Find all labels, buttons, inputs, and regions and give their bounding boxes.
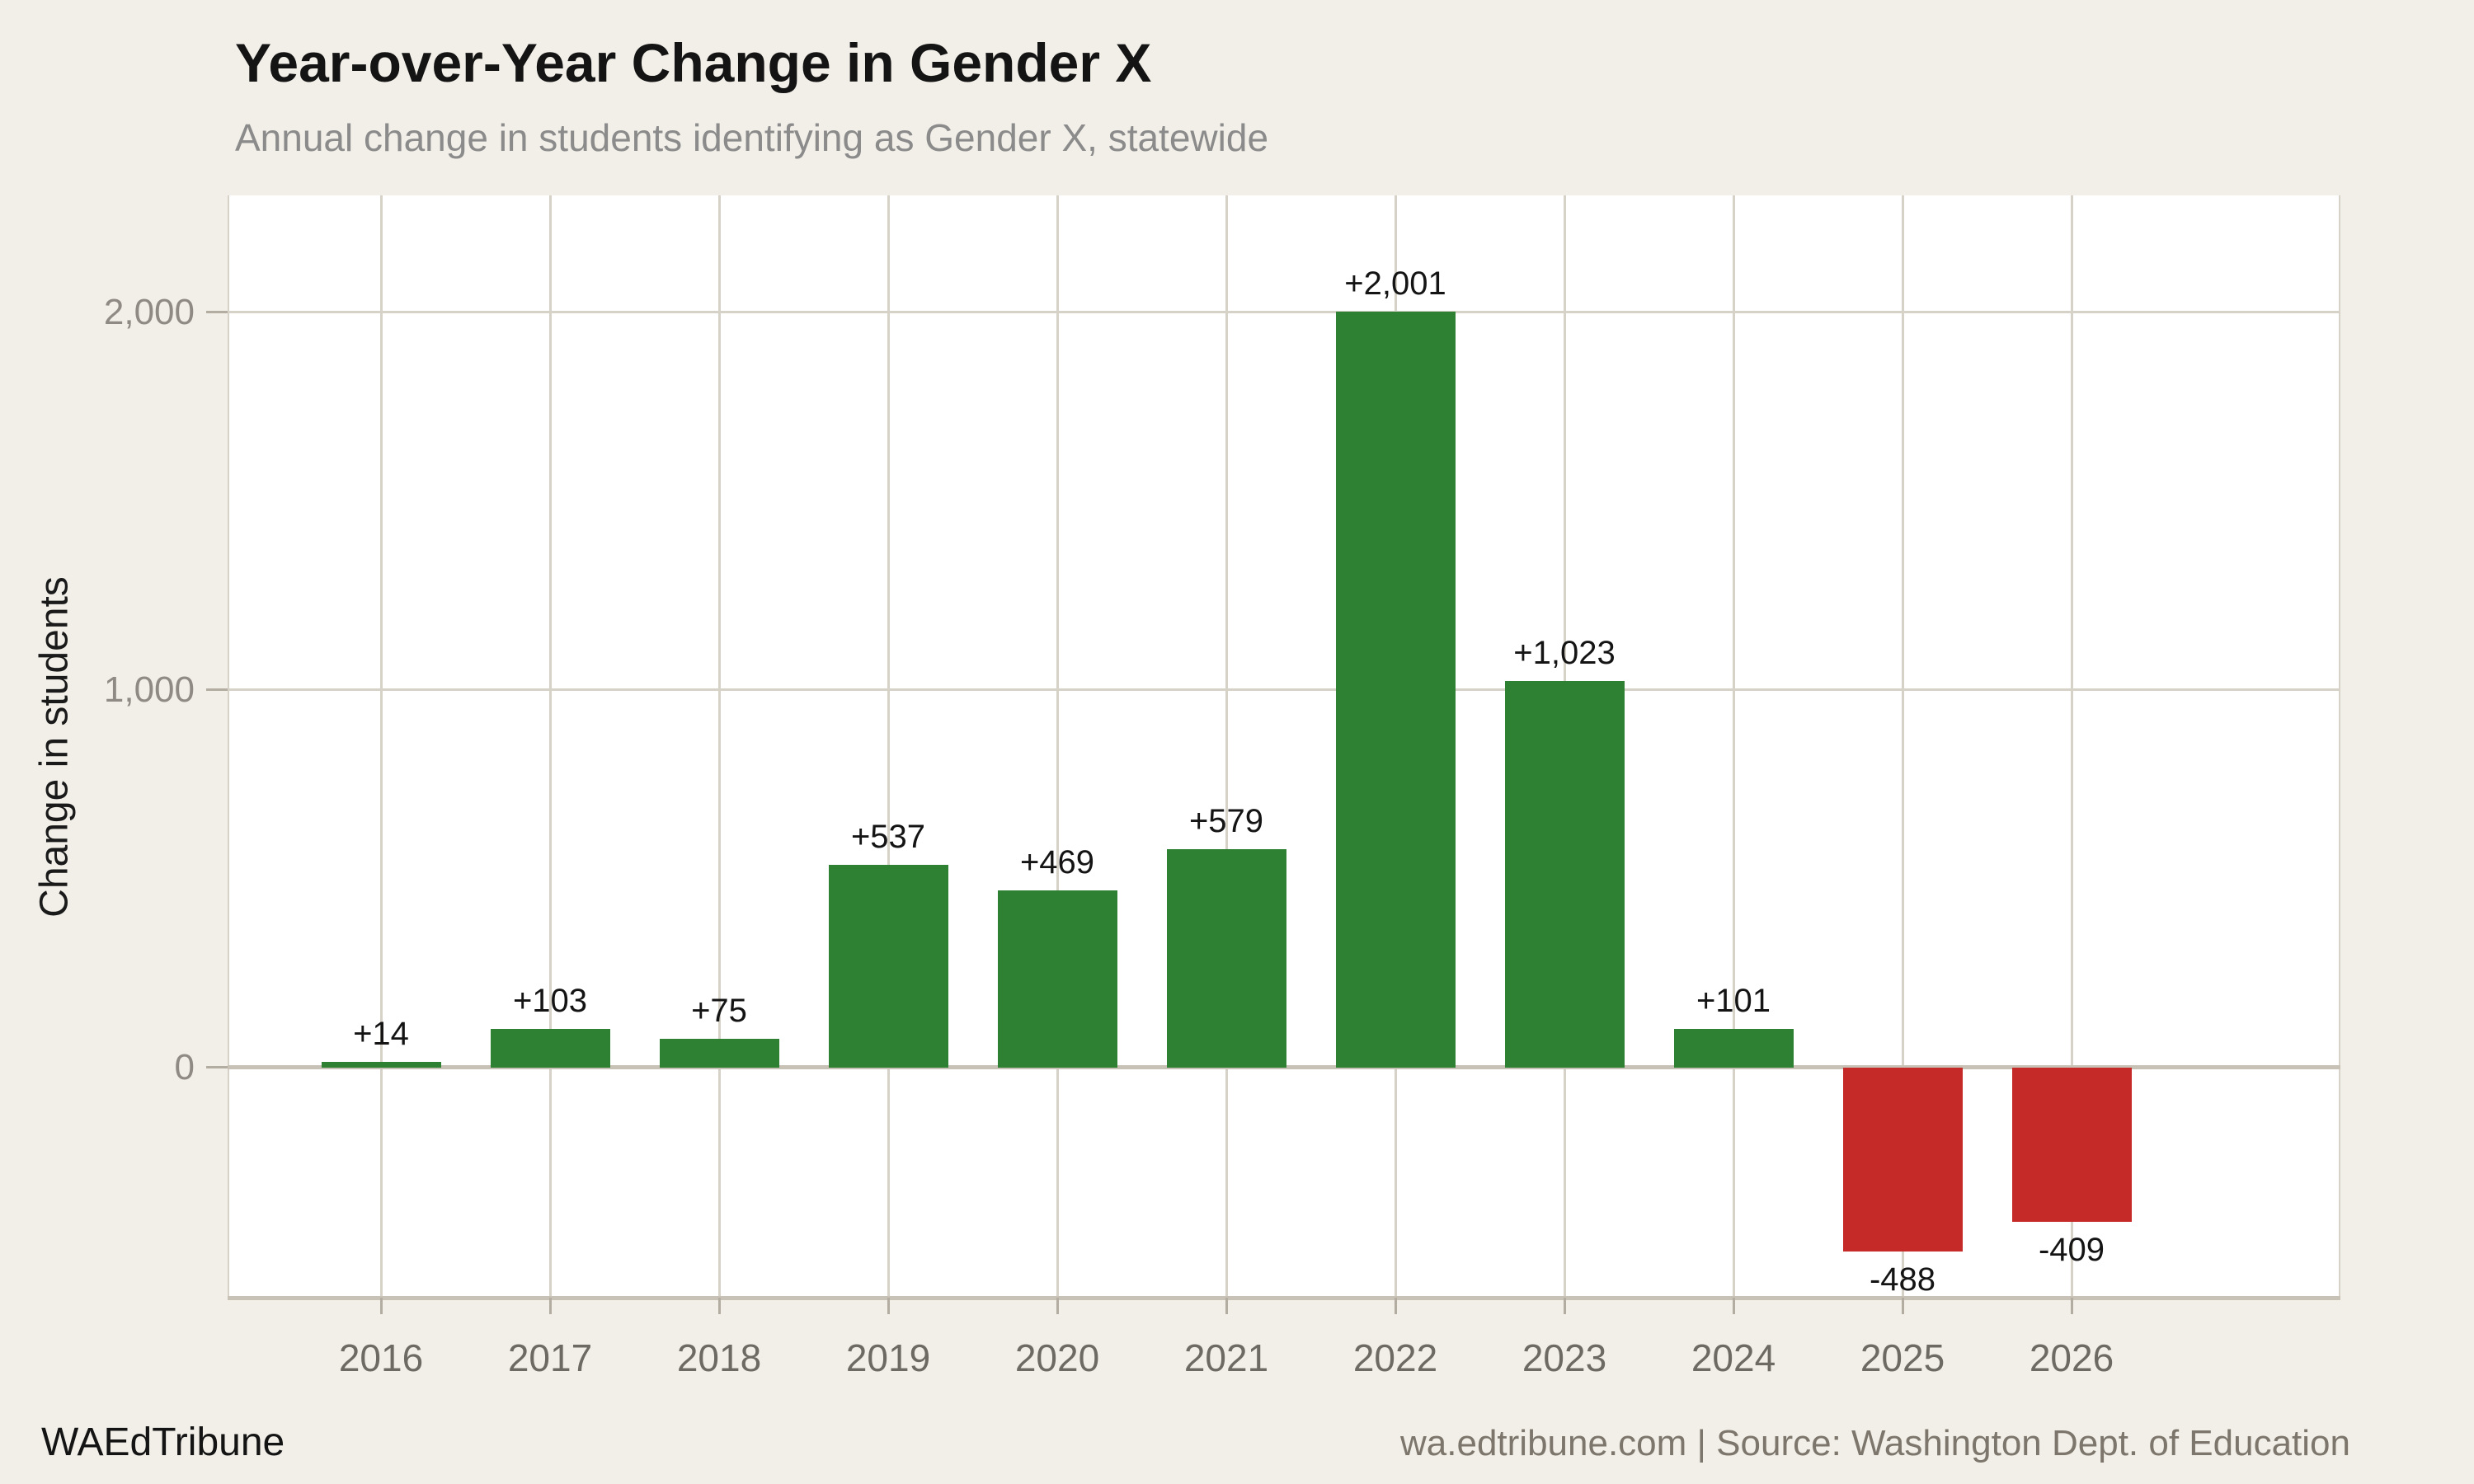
footer-brand: WAEdTribune bbox=[41, 1421, 285, 1464]
y-tick-mark bbox=[206, 311, 228, 314]
x-tick-mark bbox=[2070, 1298, 2073, 1314]
bar bbox=[997, 890, 1117, 1068]
chart-title: Year-over-Year Change in Gender X bbox=[235, 32, 1152, 93]
bar bbox=[1335, 312, 1456, 1068]
x-tick-mark bbox=[1056, 1298, 1059, 1314]
x-tick-label: 2020 bbox=[1014, 1336, 1100, 1379]
bar-value-label: +103 bbox=[512, 982, 588, 1019]
x-tick-label: 2019 bbox=[845, 1336, 931, 1379]
plot-area bbox=[228, 195, 2340, 1298]
y-tick-label: 1,000 bbox=[103, 669, 195, 710]
plot-edge-line bbox=[2339, 195, 2340, 1298]
x-tick-label: 2025 bbox=[1860, 1336, 1945, 1379]
bar bbox=[321, 1062, 441, 1068]
bar-value-label: +101 bbox=[1696, 983, 1771, 1020]
bar bbox=[1504, 681, 1625, 1068]
y-tick-mark bbox=[206, 688, 228, 692]
x-axis-line bbox=[228, 1295, 2340, 1300]
bar bbox=[490, 1028, 610, 1068]
gridline-vertical bbox=[1732, 195, 1735, 1298]
bar-value-label: +75 bbox=[691, 993, 747, 1030]
gridline-vertical bbox=[1225, 195, 1228, 1298]
plot-edge-line bbox=[228, 195, 229, 1298]
x-tick-mark bbox=[548, 1298, 552, 1314]
bar-value-label: -488 bbox=[1869, 1261, 1936, 1298]
bar-value-label: +1,023 bbox=[1513, 635, 1616, 672]
x-tick-label: 2024 bbox=[1691, 1336, 1776, 1379]
bar-value-label: +2,001 bbox=[1344, 265, 1446, 303]
gridline-horizontal bbox=[228, 688, 2340, 692]
y-tick-label: 2,000 bbox=[103, 291, 195, 332]
chart-subtitle: Annual change in students identifying as… bbox=[235, 116, 1269, 159]
bar bbox=[1842, 1067, 1963, 1252]
x-tick-mark bbox=[887, 1298, 890, 1314]
x-tick-mark bbox=[1394, 1298, 1397, 1314]
x-tick-mark bbox=[1225, 1298, 1228, 1314]
x-tick-label: 2021 bbox=[1183, 1336, 1269, 1379]
bar bbox=[659, 1039, 779, 1068]
bar bbox=[828, 864, 948, 1068]
gridline-vertical bbox=[887, 195, 890, 1298]
gridline-vertical bbox=[548, 195, 552, 1298]
bar bbox=[1166, 848, 1286, 1068]
x-tick-mark bbox=[1732, 1298, 1735, 1314]
x-tick-mark bbox=[717, 1298, 721, 1314]
y-axis-title: Change in students bbox=[32, 575, 77, 918]
x-tick-mark bbox=[1563, 1298, 1566, 1314]
gridline-vertical bbox=[717, 195, 721, 1298]
x-tick-label: 2023 bbox=[1522, 1336, 1607, 1379]
bar bbox=[2011, 1067, 2132, 1222]
bar bbox=[1673, 1029, 1794, 1068]
x-tick-label: 2016 bbox=[338, 1336, 424, 1379]
y-tick-mark bbox=[206, 1066, 228, 1069]
x-tick-label: 2018 bbox=[676, 1336, 762, 1379]
y-tick-label: 0 bbox=[174, 1046, 195, 1087]
bar-value-label: +469 bbox=[1019, 843, 1095, 881]
x-tick-label: 2022 bbox=[1352, 1336, 1438, 1379]
bar-value-label: +14 bbox=[353, 1016, 409, 1053]
x-tick-mark bbox=[379, 1298, 383, 1314]
zero-line bbox=[228, 1065, 2340, 1070]
x-tick-mark bbox=[1901, 1298, 1904, 1314]
footer-source: wa.edtribune.com | Source: Washington De… bbox=[1400, 1423, 2350, 1463]
bar-value-label: +537 bbox=[850, 818, 926, 855]
gridline-vertical bbox=[1901, 195, 1904, 1298]
x-tick-label: 2017 bbox=[507, 1336, 593, 1379]
x-tick-label: 2026 bbox=[2029, 1336, 2114, 1379]
gridline-vertical bbox=[379, 195, 383, 1298]
gridline-vertical bbox=[1056, 195, 1059, 1298]
gridline-vertical bbox=[2070, 195, 2073, 1298]
bar-value-label: -409 bbox=[2038, 1231, 2105, 1268]
bar-value-label: +579 bbox=[1188, 802, 1264, 839]
gridline-horizontal bbox=[228, 311, 2340, 314]
